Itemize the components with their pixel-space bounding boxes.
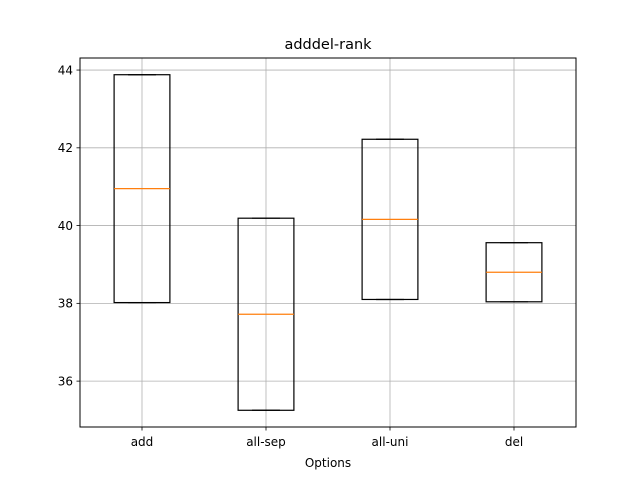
y-axis: 36 38 40 42 44 xyxy=(58,63,80,388)
chart-title: adddel-rank xyxy=(284,37,372,53)
y-tick-label: 44 xyxy=(58,63,73,77)
x-tick-label: add xyxy=(131,435,154,449)
x-tick-label: all-sep xyxy=(246,435,286,449)
x-axis-label: Options xyxy=(305,456,351,470)
x-tick-label: all-uni xyxy=(372,435,409,449)
y-tick-label: 38 xyxy=(58,297,73,311)
y-tick-label: 42 xyxy=(58,141,73,155)
x-tick-label: del xyxy=(505,435,523,449)
box-all-uni xyxy=(361,138,419,301)
box-all-sep xyxy=(237,217,295,411)
box-add xyxy=(113,74,171,304)
y-tick-label: 40 xyxy=(58,219,73,233)
box-del xyxy=(485,242,543,303)
plot-frame xyxy=(79,57,577,428)
x-axis: add all-sep all-uni del xyxy=(131,427,523,449)
y-tick-label: 36 xyxy=(58,374,73,388)
boxes xyxy=(113,74,543,411)
